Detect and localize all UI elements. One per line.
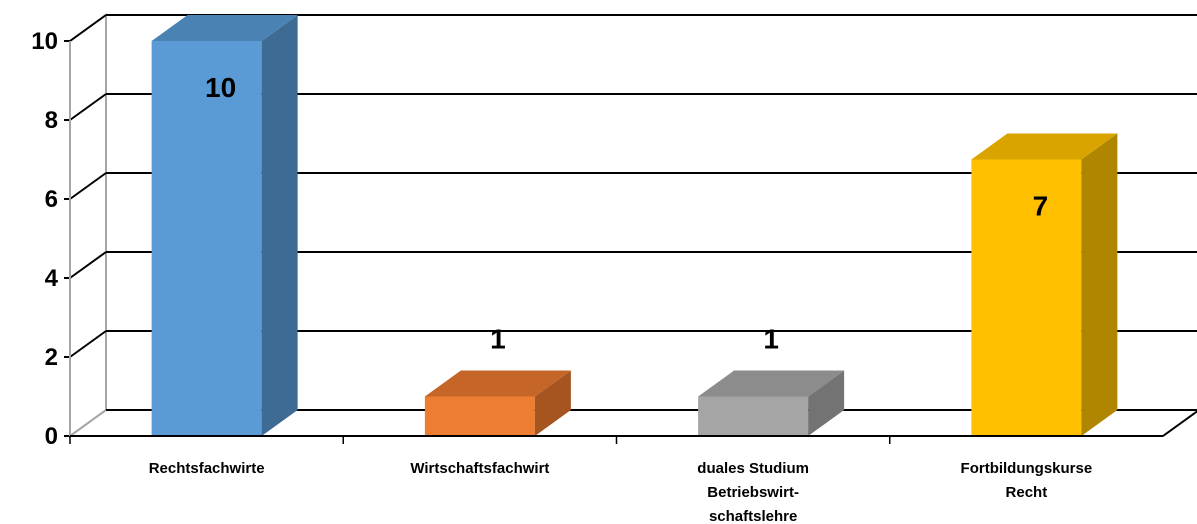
y-tick-label: 2 — [45, 344, 58, 371]
y-axis-ticks: 0 2 4 6 8 10 — [31, 28, 71, 450]
x-axis-depth-line — [1162, 410, 1197, 437]
category-label: Wirtschaftsfachwirt — [410, 460, 549, 477]
left-wall — [69, 13, 107, 438]
category-label: schaftslehre — [709, 508, 797, 524]
bar-top — [971, 133, 1118, 160]
bar-side — [1081, 133, 1118, 436]
data-label: 1 — [763, 324, 779, 355]
x-axis — [69, 410, 1197, 444]
data-label: 7 — [1033, 191, 1049, 222]
bars — [151, 15, 1118, 436]
bar-top — [151, 15, 298, 41]
category-label: duales Studium — [697, 460, 809, 477]
bar — [151, 15, 298, 436]
bar-front — [971, 159, 1082, 436]
value-labels: 10 1 1 7 — [205, 72, 1048, 355]
category-labels: Rechtsfachwirte Wirtschaftsfachwirt duales… — [149, 460, 1093, 524]
data-label: 1 — [490, 324, 506, 355]
y-tick-label: 10 — [31, 28, 58, 55]
y-tick-label: 4 — [45, 265, 59, 292]
y-tick-label: 8 — [45, 107, 58, 134]
y-tick-label: 6 — [45, 186, 58, 213]
gridline-diagonal — [69, 251, 107, 279]
category-label: Rechtsfachwirte — [149, 460, 265, 477]
bar-front — [424, 396, 535, 436]
gridline-diagonal — [69, 93, 107, 121]
data-label: 10 — [205, 72, 236, 103]
bar-side — [261, 15, 298, 436]
gridline-diagonal — [69, 330, 107, 358]
bar — [971, 133, 1118, 436]
bar — [424, 370, 571, 436]
bar-top — [424, 370, 571, 397]
gridline-diagonal — [69, 14, 107, 42]
bar-top — [698, 370, 845, 397]
bar-side — [808, 370, 845, 436]
category-label: Betriebswirt- — [707, 484, 799, 501]
bar-front — [698, 396, 809, 436]
category-label: Recht — [1006, 484, 1048, 501]
category-label: Fortbildungskurse — [961, 460, 1093, 477]
gridline-diagonal — [69, 172, 107, 200]
bar — [698, 370, 845, 436]
y-tick-label: 0 — [45, 423, 58, 450]
bar-side — [534, 370, 571, 436]
bar-front — [151, 41, 262, 436]
